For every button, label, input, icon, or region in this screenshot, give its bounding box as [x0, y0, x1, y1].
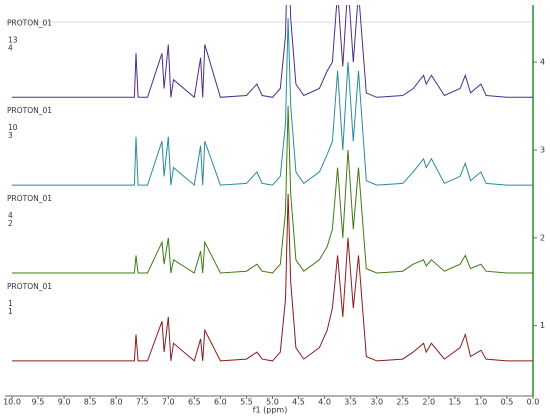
x-tick-label: 3.0 [370, 398, 383, 407]
x-tick-label: 6.5 [188, 398, 201, 407]
x-tick-label: 9.0 [58, 398, 71, 407]
y-tick-label: 1 [540, 321, 545, 330]
x-tick-label: 8.0 [110, 398, 123, 407]
x-tick-label: 2.5 [396, 398, 409, 407]
x-tick-label: 4.5 [292, 398, 305, 407]
series-annotation: 4 [8, 43, 13, 52]
x-tick-label: 10.0 [3, 398, 21, 407]
spectrum-line [12, 105, 533, 274]
x-tick-label: 1.0 [475, 398, 488, 407]
series-annotation: 1 [8, 299, 13, 308]
series-annotation: 2 [8, 219, 13, 228]
series-name: PROTON_01 [7, 282, 52, 291]
series-name: PROTON_01 [7, 194, 52, 203]
spectrum-line [12, 18, 533, 187]
x-tick-label: 5.0 [266, 398, 279, 407]
spectrum-line [12, 193, 533, 362]
series-annotation: 4 [8, 211, 13, 220]
x-tick-label: 9.5 [32, 398, 45, 407]
series-annotation: 3 [8, 131, 13, 140]
y-tick-label: 3 [540, 145, 545, 154]
x-tick-label: 7.5 [136, 398, 149, 407]
series-annotation: 10 [8, 123, 18, 132]
series-name: PROTON_01 [7, 18, 52, 27]
x-tick-label: 7.0 [162, 398, 175, 407]
series-annotation: 13 [8, 35, 18, 44]
x-tick-label: 1.5 [448, 398, 461, 407]
x-tick-label: 0.0 [527, 398, 540, 407]
x-tick-label: 8.5 [84, 398, 97, 407]
x-tick-label: 6.0 [214, 398, 227, 407]
x-tick-label: 5.5 [240, 398, 253, 407]
x-tick-label: 0.5 [501, 398, 514, 407]
x-axis-label: f1 (ppm) [253, 406, 288, 415]
y-tick-label: 4 [540, 58, 545, 67]
series-name: PROTON_01 [7, 106, 52, 115]
x-tick-label: 2.0 [422, 398, 435, 407]
y-tick-label: 2 [540, 233, 545, 242]
x-tick-label: 4.0 [318, 398, 331, 407]
plot-area [12, 5, 533, 362]
series-annotation: 1 [8, 307, 13, 316]
x-tick-label: 3.5 [344, 398, 357, 407]
spectrum-line [12, 5, 533, 99]
